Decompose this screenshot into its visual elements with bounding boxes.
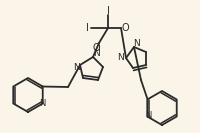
Text: N: N [118, 53, 124, 63]
Text: N: N [73, 63, 79, 72]
Text: I: I [107, 6, 109, 16]
Text: I: I [86, 23, 88, 33]
Text: N: N [133, 38, 139, 47]
Text: N: N [145, 111, 151, 120]
Text: N: N [40, 99, 46, 108]
Text: O: O [92, 43, 100, 53]
Text: N: N [94, 49, 100, 59]
Text: O: O [121, 23, 129, 33]
